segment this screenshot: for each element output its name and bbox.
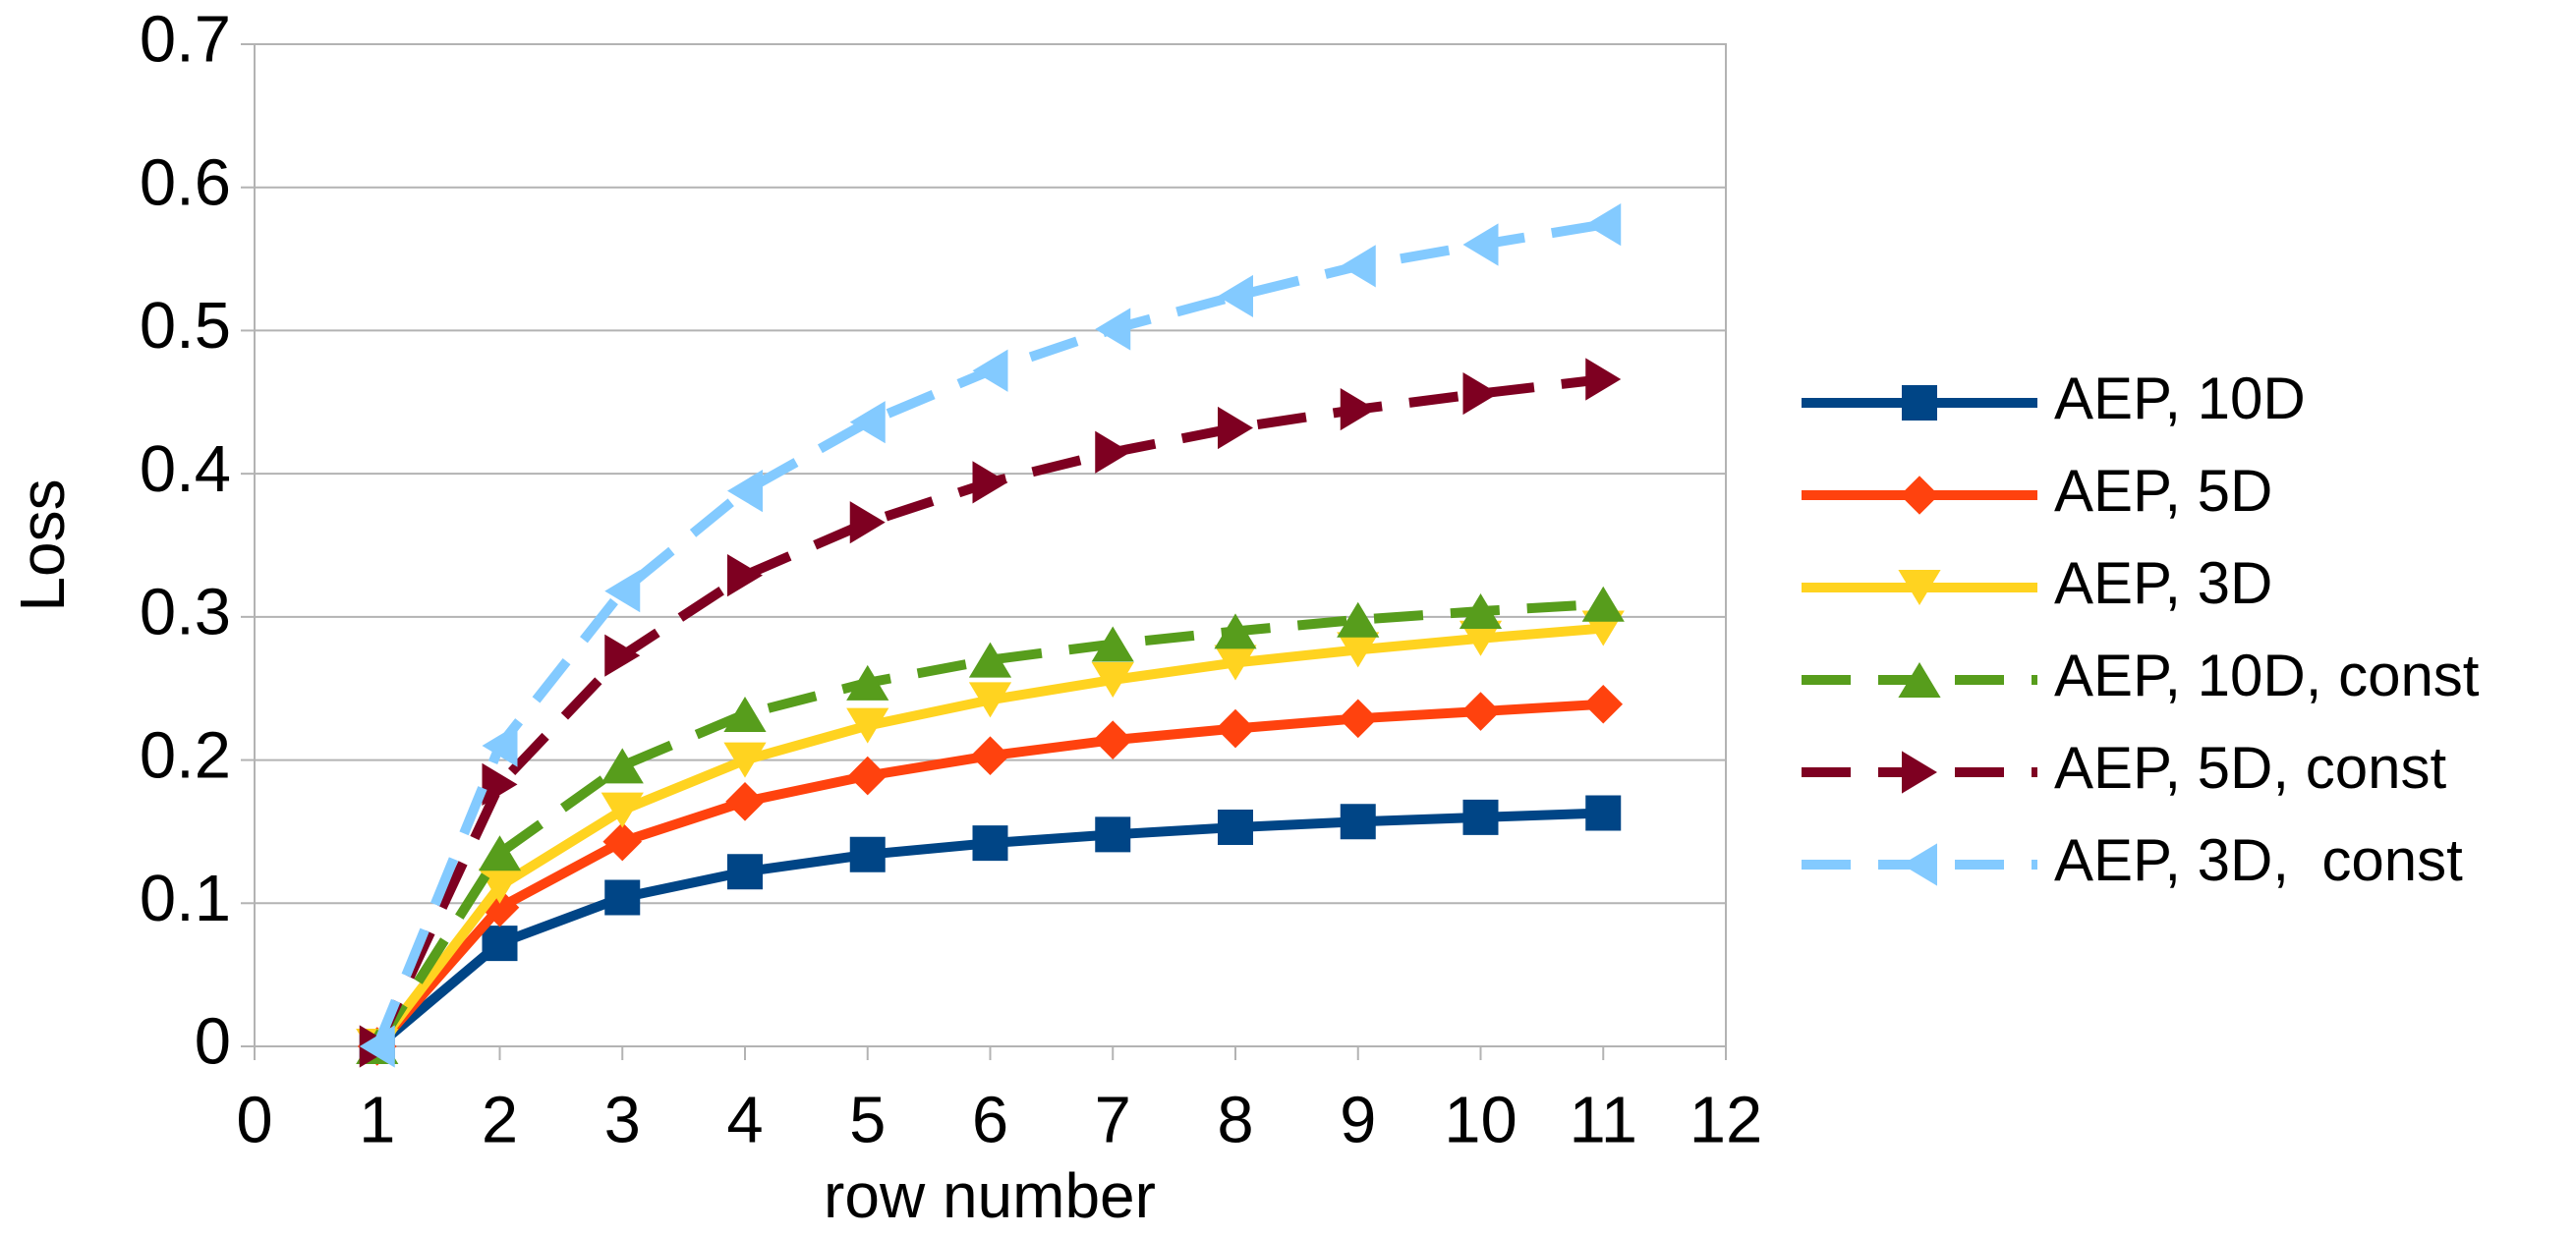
y-tick-label: 0.7 [140,3,231,77]
series-marker [604,879,641,916]
series-marker [604,570,641,613]
series-marker [1095,430,1131,474]
legend-marker [1898,662,1941,698]
series-marker [482,724,518,767]
series-marker [601,748,644,784]
series-marker [1214,613,1257,649]
series-line [372,598,1604,1049]
legend-marker [1902,751,1937,794]
x-tick-label: 10 [1444,1084,1517,1157]
series-marker [847,756,887,796]
series-marker [1459,593,1503,630]
series-marker [1218,810,1253,846]
series-marker [725,782,765,821]
legend-label: AEP, 5D, const [2054,735,2446,801]
series-marker [1093,720,1133,759]
series-marker [968,682,1012,718]
series-marker [1462,223,1499,266]
series-marker [727,854,763,890]
series-marker [1214,645,1257,681]
y-tick-label: 0.2 [140,718,231,792]
series-marker [1340,387,1376,431]
series-marker [972,461,1008,504]
x-tick-label: 3 [604,1084,641,1157]
series-marker [1585,795,1622,831]
x-axis-label: row number [824,1160,1156,1231]
y-tick-label: 0 [195,1005,231,1079]
y-tick-label: 0.3 [140,576,231,649]
x-tick-label: 1 [359,1084,395,1157]
series-marker [849,836,886,872]
series-marker [1218,274,1253,318]
series-marker [1337,632,1380,668]
series-marker [1462,371,1499,416]
series-marker [972,349,1008,392]
series-marker [849,501,886,544]
x-tick-label: 7 [1095,1084,1131,1157]
series-marker [1460,692,1501,731]
legend-label: AEP, 10D, const [2054,643,2480,708]
series-marker [1337,601,1380,638]
x-tick-label: 9 [1340,1084,1376,1157]
y-tick-label: 0.5 [140,289,231,363]
series-marker [723,742,767,778]
series-marker [1459,620,1503,656]
legend-label: AEP, 3D, const [2054,827,2463,893]
series-marker [478,835,522,871]
y-tick-label: 0.6 [140,145,231,219]
y-tick-label: 0.1 [140,862,231,935]
series-marker [359,1025,395,1068]
series-marker [723,696,767,732]
series-marker [1340,245,1376,288]
x-tick-label: 0 [236,1084,272,1157]
series-marker [602,821,643,862]
series-marker [972,825,1008,862]
series-marker [1338,699,1378,739]
legend-marker [1902,843,1937,886]
x-tick-label: 12 [1689,1084,1763,1157]
series-marker [1095,308,1131,351]
series-marker [604,634,641,677]
series-marker [482,762,518,806]
series-marker [849,401,886,444]
x-tick-label: 5 [849,1084,886,1157]
series-marker [1462,799,1499,835]
series-marker [846,707,889,744]
y-tick-label: 0.4 [140,432,231,506]
series-marker [970,736,1010,775]
series-marker [601,792,644,828]
x-tick-label: 8 [1217,1084,1253,1157]
series-marker [1218,406,1253,450]
y-axis-label: Loss [7,478,78,611]
series-marker [727,470,763,513]
series-marker [1340,804,1376,840]
x-tick-label: 4 [726,1084,763,1157]
series-marker [1095,816,1131,853]
legend-label: AEP, 10D [2054,365,2306,431]
series-marker [478,868,522,904]
legend-label: AEP, 3D [2054,550,2272,616]
series-marker [1581,586,1625,622]
series-marker [1091,626,1134,662]
legend-label: AEP, 5D [2054,458,2272,524]
series-marker [727,554,763,597]
series-marker [1585,358,1622,401]
x-tick-label: 11 [1569,1084,1637,1157]
series-marker [482,926,518,962]
series-marker [1216,708,1255,749]
x-tick-label: 2 [482,1084,518,1157]
series-marker [1583,684,1624,724]
series-marker [1585,203,1622,247]
series-marker [1091,661,1134,698]
legend-marker [1902,385,1937,421]
series-marker [968,642,1012,678]
x-tick-label: 6 [972,1084,1008,1157]
legend-marker [1898,570,1941,605]
legend-marker [1900,476,1939,515]
series-marker [846,664,889,701]
